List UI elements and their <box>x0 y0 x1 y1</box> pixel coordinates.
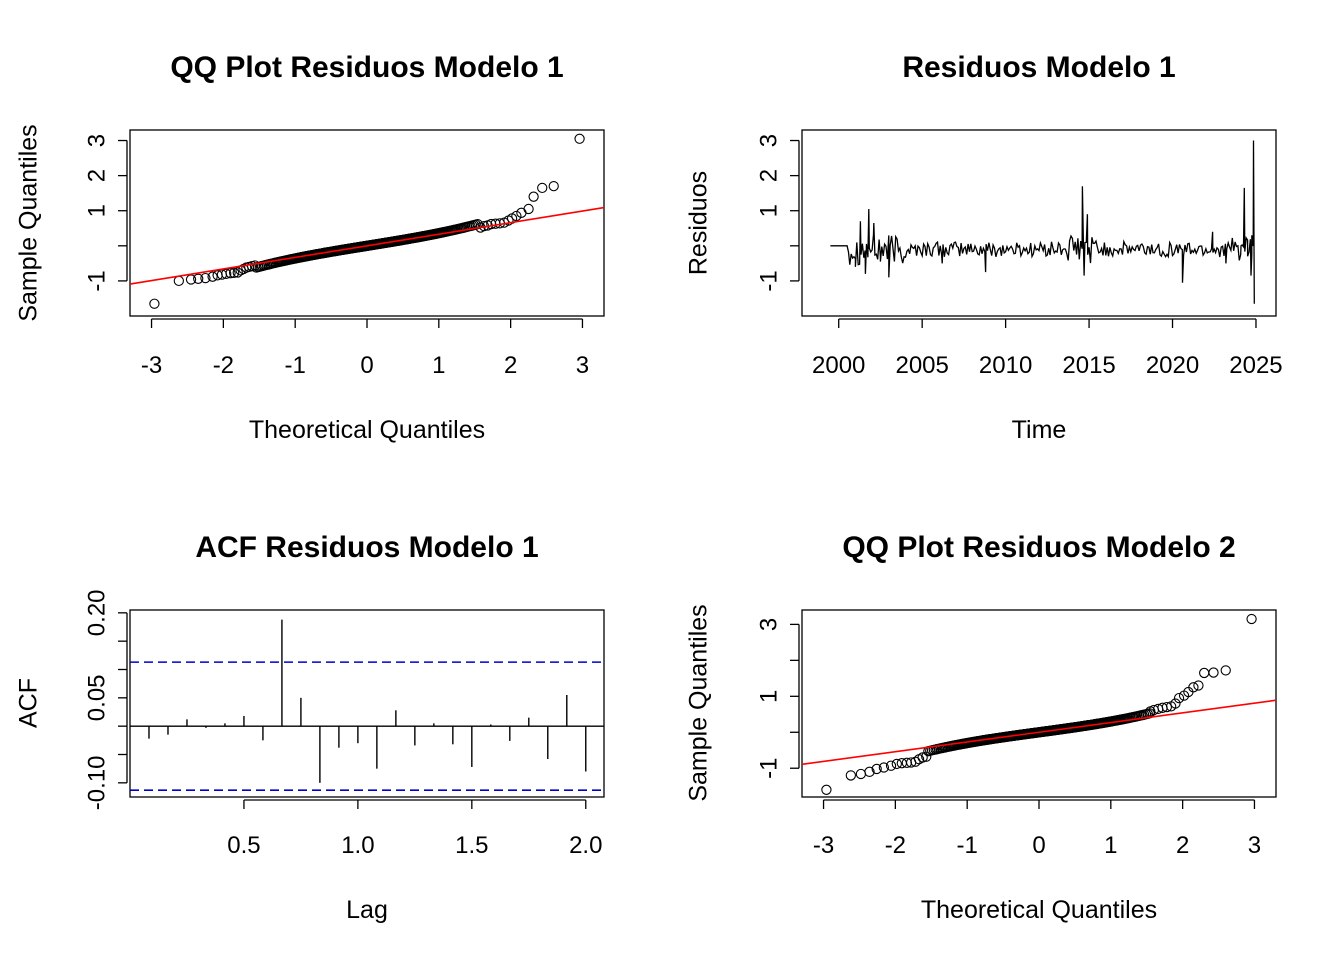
x-axis-label: Time <box>1012 416 1067 444</box>
y-axis-label: Sample Quantiles <box>15 124 43 321</box>
plot-frame <box>129 609 605 798</box>
plot-frame <box>801 609 1277 798</box>
plot-frame <box>129 129 605 317</box>
y-tick-label: 2 <box>755 169 782 182</box>
qq-reference-line <box>129 206 605 285</box>
chart-title: QQ Plot Residuos Modelo 1 <box>170 51 563 84</box>
x-tick-label: 3 <box>1248 832 1261 859</box>
x-tick-label: 2005 <box>895 352 948 379</box>
y-tick-label: 3 <box>83 134 110 147</box>
data-point <box>173 275 184 287</box>
residuals-time-series-panel: Residuos Modelo 1 Time Residuos 2000 2005 201… <box>685 51 1283 444</box>
data-point <box>249 260 261 271</box>
x-tick-label: 0 <box>360 352 373 379</box>
data-point <box>232 267 243 278</box>
x-tick-label: -1 <box>957 832 978 859</box>
data-point <box>855 768 867 780</box>
y-axis-label: Residuos <box>685 171 713 275</box>
x-axis-label: Theoretical Quantiles <box>921 896 1157 924</box>
x-axis-label: Lag <box>346 896 388 924</box>
y-tick-label: -1 <box>755 270 782 291</box>
y-tick-label: 1 <box>755 204 782 217</box>
data-point <box>891 758 902 770</box>
data-point <box>871 763 882 775</box>
x-tick-label: 2025 <box>1229 352 1282 379</box>
y-tick-label: 1 <box>755 690 782 703</box>
data-point <box>878 762 890 773</box>
x-axis-label: Theoretical Quantiles <box>249 416 485 444</box>
acf-residuals-panel: ACF Residuos Modelo 1 Lag ACF 0.5 1.0 1.5 2.0 -… <box>15 531 605 924</box>
x-tick-label: 0.5 <box>227 832 260 859</box>
data-point <box>1220 665 1231 676</box>
y-tick-label: 0.05 <box>83 674 110 721</box>
x-tick-label: 0 <box>1032 832 1045 859</box>
data-point <box>537 182 548 194</box>
data-point <box>207 271 218 282</box>
chart-title: Residuos Modelo 1 <box>902 51 1175 84</box>
x-tick-label: -2 <box>885 832 906 859</box>
data-point <box>149 298 160 309</box>
data-point <box>845 770 856 781</box>
chart-title: QQ Plot Residuos Modelo 2 <box>842 531 1235 564</box>
x-tick-label: 2.0 <box>569 832 602 859</box>
data-point <box>200 272 211 284</box>
y-tick-label: 3 <box>755 618 782 631</box>
y-tick-label: 1 <box>83 204 110 217</box>
x-tick-label: 2020 <box>1146 352 1199 379</box>
data-point <box>193 273 204 284</box>
data-point <box>1199 667 1210 679</box>
data-point <box>885 760 897 771</box>
data-point <box>511 210 522 222</box>
x-tick-label: 2010 <box>979 352 1032 379</box>
plot-frame <box>801 129 1277 317</box>
y-tick-label: 0.20 <box>83 589 110 636</box>
x-tick-label: -1 <box>285 352 306 379</box>
data-point <box>1208 667 1219 678</box>
y-axis-label: ACF <box>15 678 43 728</box>
data-point <box>1170 698 1181 709</box>
x-tick-label: 1.0 <box>341 832 374 859</box>
data-point <box>528 191 539 202</box>
x-tick-label: 2000 <box>812 352 865 379</box>
data-point <box>1246 613 1257 625</box>
qq-reference-line <box>801 699 1277 766</box>
x-tick-label: -3 <box>141 352 162 379</box>
data-point <box>1188 682 1199 693</box>
y-tick-label: 2 <box>83 169 110 182</box>
y-tick-label: -0.10 <box>83 755 110 810</box>
y-axis-label: Sample Quantiles <box>685 604 713 801</box>
data-point <box>228 267 240 278</box>
data-point <box>1161 701 1172 713</box>
qq-plot-model-2-panel: QQ Plot Residuos Modelo 2 Theoretical Qua… <box>685 531 1277 924</box>
x-tick-label: 2 <box>1176 832 1189 859</box>
x-tick-label: 1 <box>432 352 445 379</box>
x-tick-label: 3 <box>576 352 589 379</box>
x-tick-label: 2015 <box>1062 352 1115 379</box>
data-point <box>917 752 928 763</box>
data-point <box>1193 680 1204 691</box>
data-point <box>1173 692 1185 704</box>
x-tick-label: -2 <box>213 352 234 379</box>
data-point <box>821 784 832 795</box>
y-tick-label: -1 <box>755 758 782 779</box>
data-point <box>574 133 585 144</box>
qq-plot-model-1-panel: QQ Plot Residuos Modelo 1 Theoretical Qua… <box>15 51 605 444</box>
data-point <box>864 766 875 777</box>
chart-title: ACF Residuos Modelo 1 <box>195 531 538 564</box>
data-point <box>523 203 534 215</box>
x-tick-label: 1.5 <box>455 832 488 859</box>
x-tick-label: 1 <box>1104 832 1117 859</box>
data-point <box>548 181 559 192</box>
x-tick-label: 2 <box>504 352 517 379</box>
data-point <box>921 751 932 762</box>
x-tick-label: -3 <box>813 832 834 859</box>
y-tick-label: 3 <box>755 134 782 147</box>
residual-series-line <box>830 140 1255 304</box>
y-tick-label: -1 <box>83 270 110 291</box>
